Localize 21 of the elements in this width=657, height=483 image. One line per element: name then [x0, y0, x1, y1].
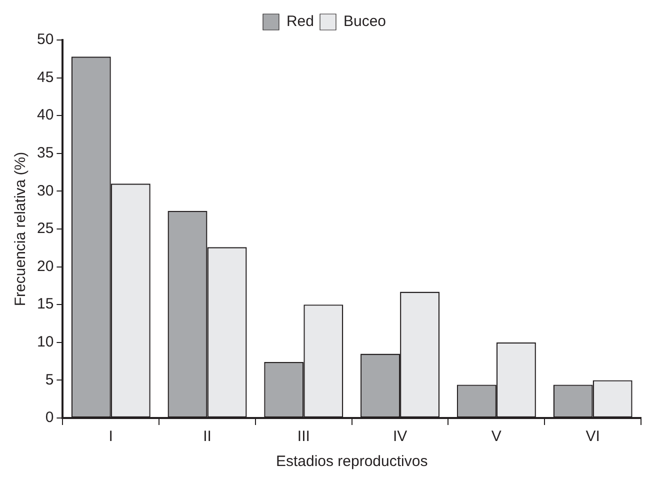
y-tick-label: 35 [36, 144, 54, 162]
legend-label: Red [286, 13, 314, 30]
x-axis-title: Estadios reproductivos [276, 453, 428, 470]
legend-label: Buceo [343, 13, 386, 30]
y-tick-label: 40 [36, 106, 54, 124]
y-tick-label: 30 [36, 182, 54, 200]
y-tick-label: 0 [45, 409, 54, 426]
y-tick-label: 25 [36, 220, 54, 238]
y-tick-label: 50 [36, 31, 54, 48]
y-tick-label: 45 [36, 68, 54, 86]
x-tick-label: VI [586, 428, 600, 446]
y-tick-label: 15 [36, 296, 54, 313]
x-tick-label: III [297, 428, 310, 446]
y-axis-title: Frecuencia relativa (%) [12, 152, 30, 306]
x-tick-label: I [108, 428, 113, 446]
y-tick-label: 10 [36, 334, 54, 351]
y-tick-label: 20 [36, 258, 54, 275]
x-tick-label: V [491, 428, 502, 446]
x-tick-label: II [203, 428, 212, 446]
x-tick-label: IV [392, 428, 408, 446]
y-tick-label: 5 [45, 371, 54, 388]
